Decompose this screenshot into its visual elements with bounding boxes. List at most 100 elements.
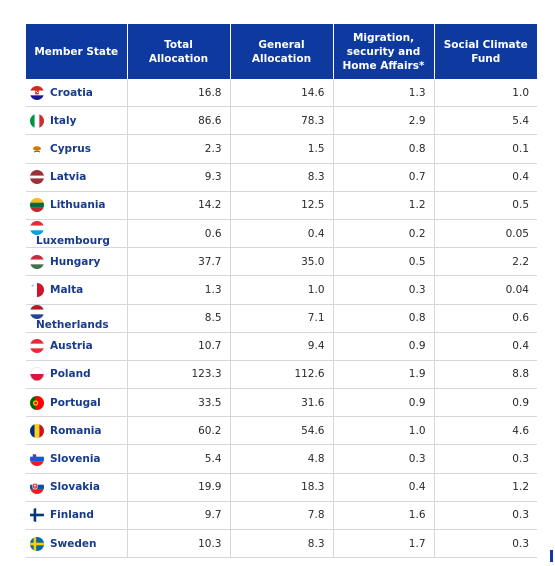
- general-allocation-cell: 7.8: [229, 501, 333, 531]
- total-allocation-cell: 5.4: [126, 444, 230, 474]
- table-row: Austria 10.7 9.4 0.9 0.4: [26, 332, 537, 361]
- header-total-allocation: Total Allocation: [126, 24, 230, 79]
- table-header: Member State Total Allocation General Al…: [26, 24, 537, 79]
- member-state-cell: Croatia: [26, 79, 127, 108]
- total-allocation-cell: 16.8: [126, 79, 230, 108]
- migration-security-cell: 1.9: [332, 360, 434, 390]
- social-climate-fund-cell: 0.6: [433, 304, 537, 333]
- social-climate-fund-cell: 0.9: [433, 388, 537, 418]
- netherlands-flag-icon: [30, 305, 44, 320]
- latvia-flag-icon: [30, 170, 44, 185]
- general-allocation-cell: 14.6: [229, 79, 333, 108]
- luxembourg-flag-icon: [30, 220, 44, 235]
- allocation-table: Member State Total Allocation General Al…: [26, 24, 537, 559]
- total-allocation-cell: 9.7: [126, 501, 230, 531]
- member-state-cell: Luxembourg: [26, 219, 127, 249]
- migration-security-cell: 0.8: [332, 304, 434, 333]
- social-climate-fund-cell: 0.1: [433, 134, 537, 164]
- lithuania-flag-icon: [30, 198, 44, 213]
- social-climate-fund-cell: 8.8: [433, 360, 537, 390]
- total-allocation-cell: 1.3: [126, 275, 230, 305]
- country-name: Croatia: [50, 86, 93, 99]
- malta-flag-icon: [30, 282, 44, 297]
- header-migration-security: Migration, security and Home Affairs*: [332, 24, 434, 79]
- member-state-cell: Latvia: [26, 163, 127, 192]
- social-climate-fund-cell: 0.3: [433, 444, 537, 474]
- header-social-climate-fund: Social Climate Fund: [433, 24, 537, 79]
- slovenia-flag-icon: [30, 452, 44, 467]
- member-state-cell: Poland: [26, 360, 127, 390]
- migration-security-cell: 0.2: [332, 219, 434, 249]
- migration-security-cell: 0.9: [332, 388, 434, 418]
- slovakia-flag-icon: [30, 480, 44, 495]
- member-state-cell: Malta: [26, 275, 127, 305]
- total-allocation-cell: 19.9: [126, 473, 230, 502]
- total-allocation-cell: 123.3: [126, 360, 230, 390]
- general-allocation-cell: 54.6: [229, 416, 333, 446]
- corner-accent-mark: [550, 550, 553, 562]
- country-name: Romania: [50, 424, 102, 437]
- total-allocation-cell: 86.6: [126, 106, 230, 136]
- member-state-cell: Austria: [26, 332, 127, 361]
- migration-security-cell: 0.4: [332, 473, 434, 502]
- table-row: Italy 86.6 78.3 2.9 5.4: [26, 106, 537, 136]
- social-climate-fund-cell: 0.3: [433, 529, 537, 559]
- table-row: Lithuania 14.2 12.5 1.2 0.5: [26, 191, 537, 220]
- migration-security-cell: 0.3: [332, 444, 434, 474]
- migration-security-cell: 1.3: [332, 79, 434, 108]
- migration-security-cell: 1.7: [332, 529, 434, 559]
- table-row: Netherlands 8.5 7.1 0.8 0.6: [26, 304, 537, 333]
- total-allocation-cell: 60.2: [126, 416, 230, 446]
- migration-security-cell: 0.9: [332, 332, 434, 361]
- general-allocation-cell: 1.5: [229, 134, 333, 164]
- general-allocation-cell: 1.0: [229, 275, 333, 305]
- member-state-cell: Italy: [26, 106, 127, 136]
- total-allocation-cell: 8.5: [126, 304, 230, 333]
- table-row: Croatia 16.8 14.6 1.3 1.0: [26, 79, 537, 108]
- italy-flag-icon: [30, 113, 44, 128]
- member-state-cell: Hungary: [26, 247, 127, 277]
- migration-security-cell: 0.8: [332, 134, 434, 164]
- general-allocation-cell: 112.6: [229, 360, 333, 390]
- general-allocation-cell: 78.3: [229, 106, 333, 136]
- country-name: Sweden: [50, 537, 97, 550]
- member-state-cell: Lithuania: [26, 191, 127, 220]
- header-member-state: Member State: [26, 24, 127, 79]
- member-state-cell: Romania: [26, 416, 127, 446]
- migration-security-cell: 0.3: [332, 275, 434, 305]
- finland-flag-icon: [30, 508, 44, 523]
- social-climate-fund-cell: 0.04: [433, 275, 537, 305]
- member-state-cell: Slovakia: [26, 473, 127, 502]
- social-climate-fund-cell: 0.3: [433, 501, 537, 531]
- hungary-flag-icon: [30, 254, 44, 269]
- table-row: Portugal 33.5 31.6 0.9 0.9: [26, 388, 537, 418]
- sweden-flag-icon: [30, 536, 44, 551]
- total-allocation-cell: 9.3: [126, 163, 230, 192]
- migration-security-cell: 1.6: [332, 501, 434, 531]
- header-general-allocation: General Allocation: [229, 24, 333, 79]
- general-allocation-cell: 12.5: [229, 191, 333, 220]
- total-allocation-cell: 10.3: [126, 529, 230, 559]
- general-allocation-cell: 4.8: [229, 444, 333, 474]
- country-name: Luxembourg: [36, 234, 110, 247]
- table-row: Sweden 10.3 8.3 1.7 0.3: [26, 529, 537, 559]
- general-allocation-cell: 35.0: [229, 247, 333, 277]
- croatia-flag-icon: [30, 85, 44, 100]
- member-state-cell: Netherlands: [26, 304, 127, 333]
- social-climate-fund-cell: 0.05: [433, 219, 537, 249]
- table-row: Finland 9.7 7.8 1.6 0.3: [26, 501, 537, 531]
- total-allocation-cell: 37.7: [126, 247, 230, 277]
- country-name: Hungary: [50, 255, 101, 268]
- general-allocation-cell: 7.1: [229, 304, 333, 333]
- table-row: Poland 123.3 112.6 1.9 8.8: [26, 360, 537, 390]
- general-allocation-cell: 18.3: [229, 473, 333, 502]
- country-name: Lithuania: [50, 199, 106, 212]
- table-row: Slovenia 5.4 4.8 0.3 0.3: [26, 444, 537, 474]
- social-climate-fund-cell: 0.5: [433, 191, 537, 220]
- social-climate-fund-cell: 5.4: [433, 106, 537, 136]
- table-row: Slovakia 19.9 18.3 0.4 1.2: [26, 473, 537, 502]
- total-allocation-cell: 0.6: [126, 219, 230, 249]
- total-allocation-cell: 14.2: [126, 191, 230, 220]
- total-allocation-cell: 2.3: [126, 134, 230, 164]
- social-climate-fund-cell: 4.6: [433, 416, 537, 446]
